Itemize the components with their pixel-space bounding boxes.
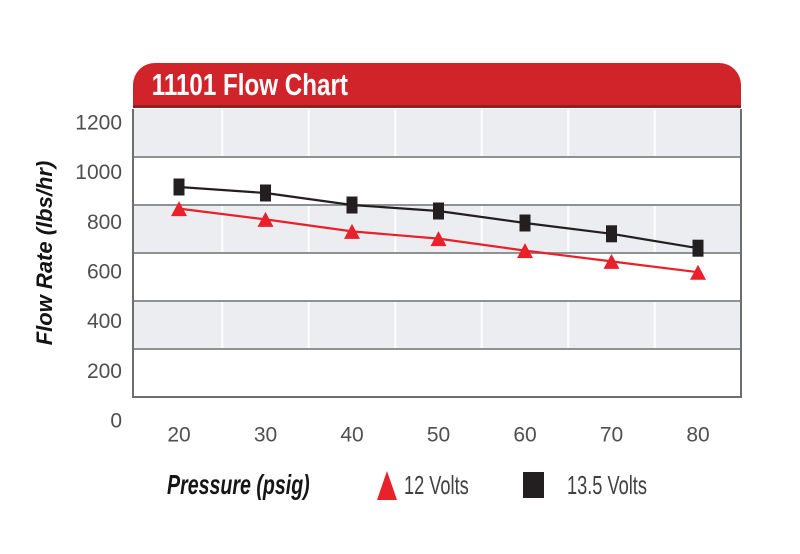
legend-square-icon (523, 472, 544, 498)
marker-square-13-5-volts (346, 196, 358, 214)
legend-label-13-5-volts: 13.5 Volts (567, 470, 647, 500)
band-row (133, 157, 741, 205)
marker-square-13-5-volts (519, 214, 531, 232)
band-row (133, 253, 741, 301)
y-tick-label: 600 (87, 261, 122, 284)
y-tick-label: 1200 (75, 112, 122, 135)
y-tick-label: 0 (110, 410, 122, 433)
band-row (133, 109, 741, 157)
marker-square-13-5-volts (433, 202, 444, 220)
chart-title: 11101 Flow Chart (151, 67, 348, 102)
x-tick-label: 50 (427, 424, 450, 447)
marker-triangle-12-volts (517, 243, 533, 259)
x-tick-label: 80 (686, 424, 709, 447)
x-tick-label: 40 (340, 424, 363, 447)
x-tick-label: 70 (600, 424, 623, 447)
plot-border (132, 109, 742, 398)
band-row (133, 301, 741, 349)
marker-triangle-12-volts (171, 201, 187, 217)
x-tick-label: 30 (254, 424, 277, 447)
y-tick-label: 1000 (75, 161, 122, 184)
marker-square-13-5-volts (173, 178, 185, 196)
x-tick-label: 20 (167, 424, 190, 447)
y-tick-label: 200 (87, 360, 122, 383)
x-axis-title: Pressure (psig) (167, 469, 310, 500)
chart-title-banner: 11101 Flow Chart (133, 63, 741, 108)
y-tick-label: 400 (87, 310, 122, 333)
marker-triangle-12-volts (257, 211, 274, 227)
marker-triangle-12-volts (344, 223, 360, 239)
y-tick-label: 800 (87, 211, 122, 234)
legend-label-12-volts: 12 Volts (404, 470, 469, 500)
legend-triangle-icon (377, 471, 397, 500)
y-axis-title: Flow Rate (lbs/hr) (32, 161, 57, 346)
marker-square-13-5-volts (260, 184, 271, 202)
marker-triangle-12-volts (690, 264, 706, 280)
x-tick-label: 60 (513, 424, 536, 447)
marker-square-13-5-volts (692, 239, 704, 257)
marker-square-13-5-volts (606, 225, 617, 243)
marker-triangle-12-volts (430, 231, 447, 247)
band-row (133, 349, 741, 397)
marker-triangle-12-volts (603, 253, 620, 269)
